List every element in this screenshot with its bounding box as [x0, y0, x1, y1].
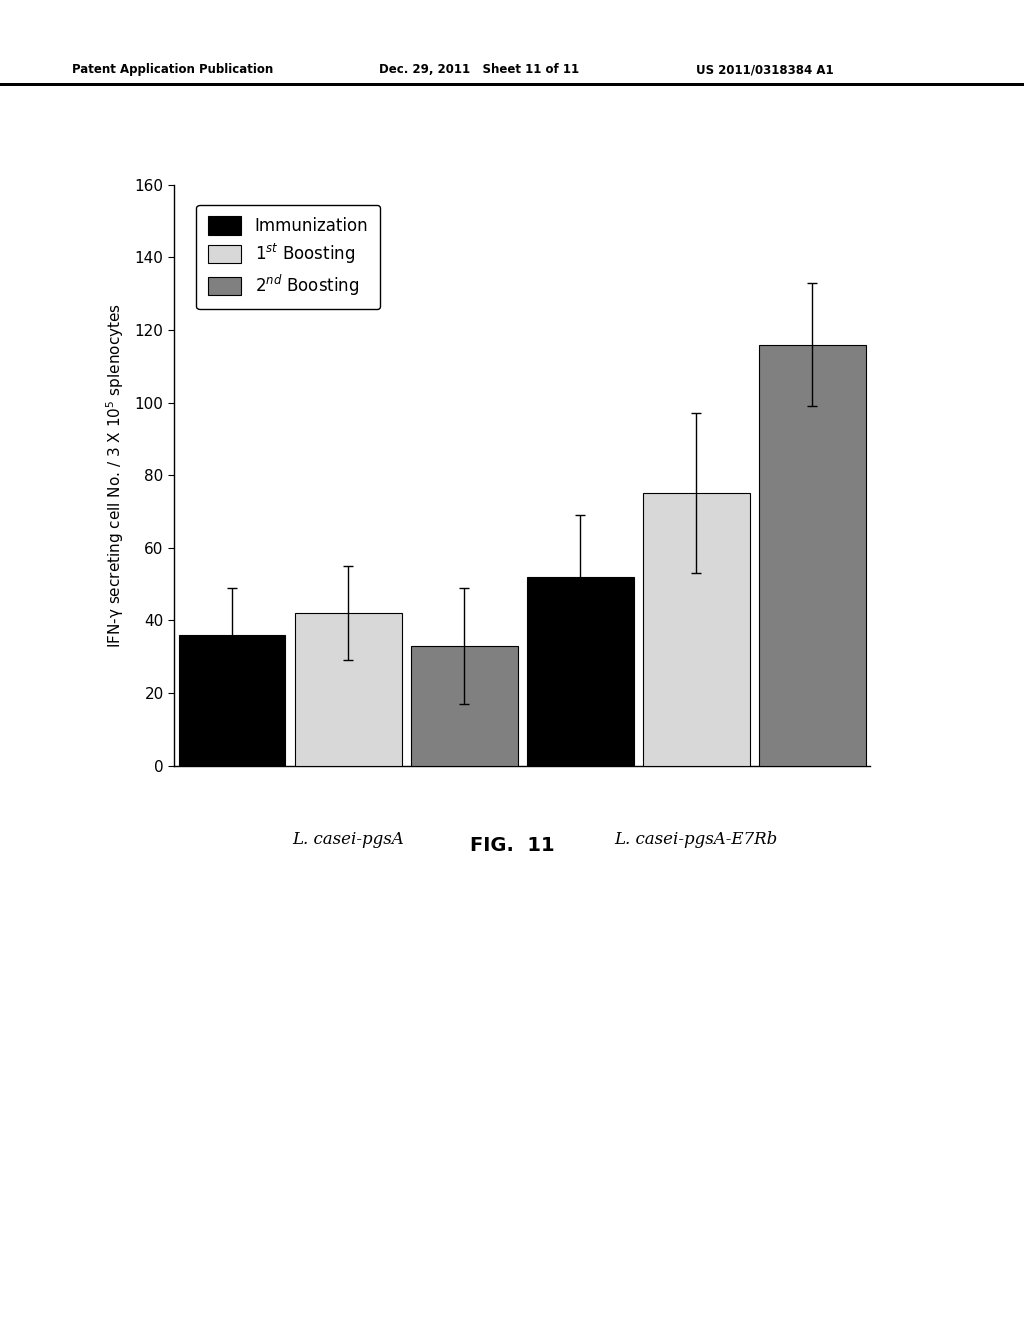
Bar	[643, 494, 750, 766]
Y-axis label: IFN-γ secreting cell No. / 3 X 10$^{5}$ splenocytes: IFN-γ secreting cell No. / 3 X 10$^{5}$ …	[104, 302, 126, 648]
Text: US 2011/0318384 A1: US 2011/0318384 A1	[696, 63, 834, 77]
Text: FIG.  11: FIG. 11	[470, 837, 554, 855]
Text: Dec. 29, 2011   Sheet 11 of 11: Dec. 29, 2011 Sheet 11 of 11	[379, 63, 579, 77]
Bar	[179, 635, 286, 766]
Bar	[411, 645, 517, 766]
Legend: Immunization, 1$^{st}$ Boosting, 2$^{nd}$ Boosting: Immunization, 1$^{st}$ Boosting, 2$^{nd}…	[197, 205, 380, 309]
Bar	[527, 577, 634, 766]
Text: L. casei-pgsA: L. casei-pgsA	[292, 832, 404, 847]
Bar	[295, 612, 401, 766]
Text: L. casei-pgsA-E7Rb: L. casei-pgsA-E7Rb	[614, 832, 778, 847]
Text: Patent Application Publication: Patent Application Publication	[72, 63, 273, 77]
Bar	[759, 345, 865, 766]
